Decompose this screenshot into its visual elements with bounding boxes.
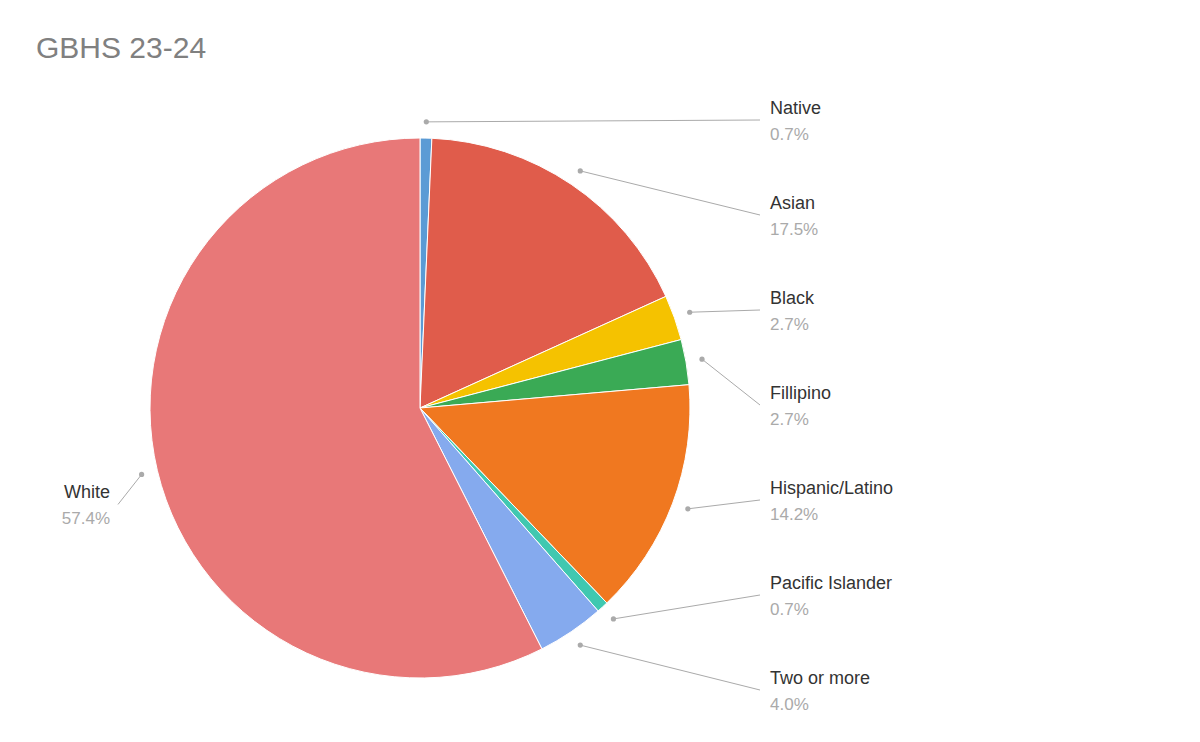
leader-dot xyxy=(611,616,616,621)
leader-dot xyxy=(578,168,583,173)
slice-label: Native xyxy=(770,98,821,118)
chart-svg: GBHS 23-24 Native 0.7% Asian 17.5% Black 2.7% F… xyxy=(0,0,1200,742)
slice-value-label: 57.4% xyxy=(62,509,110,528)
slice-label: Two or more xyxy=(770,668,870,688)
slice-value-label: 2.7% xyxy=(770,315,809,334)
leader-line xyxy=(702,359,760,405)
slice-value-label: 17.5% xyxy=(770,220,818,239)
leader-line xyxy=(690,310,760,312)
leader-dot xyxy=(699,357,704,362)
leader-dot xyxy=(687,310,692,315)
slice-value-label: 0.7% xyxy=(770,600,809,619)
leader-line xyxy=(426,120,760,122)
leader-line xyxy=(580,171,760,215)
slice-label: Asian xyxy=(770,193,815,213)
slice-label: Black xyxy=(770,288,815,308)
leader-line xyxy=(118,474,142,504)
slice-label: Hispanic/Latino xyxy=(770,478,893,498)
annotations: Native 0.7% Asian 17.5% Black 2.7% Fillipino 2.… xyxy=(62,98,893,714)
slice-value-label: 2.7% xyxy=(770,410,809,429)
leader-dot xyxy=(424,119,429,124)
leader-line xyxy=(688,500,760,509)
slice-value-label: 0.7% xyxy=(770,125,809,144)
leader-line xyxy=(613,595,760,619)
slice-label: White xyxy=(64,482,110,502)
leader-dot xyxy=(578,643,583,648)
chart-title: GBHS 23-24 xyxy=(36,31,206,64)
slice-label: Pacific Islander xyxy=(770,573,892,593)
chart-container: GBHS 23-24 Native 0.7% Asian 17.5% Black 2.7% F… xyxy=(0,0,1200,742)
pie-slices xyxy=(150,138,690,678)
slice-label: Fillipino xyxy=(770,383,831,403)
slice-value-label: 4.0% xyxy=(770,695,809,714)
leader-dot xyxy=(685,506,690,511)
leader-dot xyxy=(139,472,144,477)
pie-slice xyxy=(150,138,542,678)
slice-value-label: 14.2% xyxy=(770,505,818,524)
leader-line xyxy=(580,645,760,690)
